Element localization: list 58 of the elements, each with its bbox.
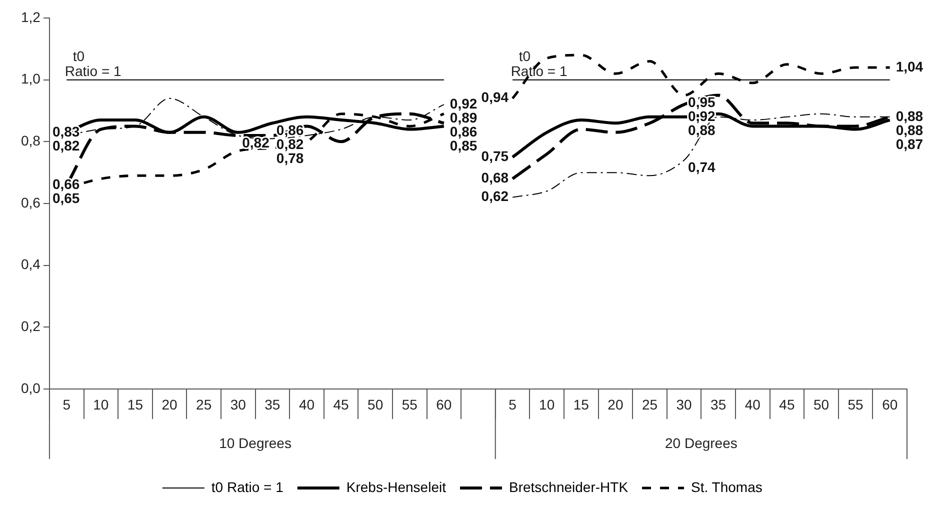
data-label: 0,74: [688, 159, 716, 176]
data-label: 0,87: [896, 136, 924, 152]
y-tick-label: 0,2: [20, 318, 41, 334]
data-label: 0,75: [481, 148, 509, 164]
text: 20 Degrees: [664, 434, 738, 451]
x-tick-label: 20: [162, 396, 178, 412]
data-label: 1,04: [896, 58, 924, 74]
legend-label: St. Thomas: [691, 478, 762, 495]
text: t0 Ratio = 1: [64, 48, 122, 79]
x-tick-label: 30: [230, 396, 246, 412]
x-tick-label: 15: [573, 396, 590, 412]
x-tick-label: 50: [813, 396, 830, 412]
x-tick-label: 40: [298, 396, 315, 412]
data-label: 0,62: [481, 188, 509, 204]
x-tick-label: 35: [264, 396, 280, 412]
x-tick-label: 45: [333, 396, 350, 412]
data-label: 0,82: [242, 134, 270, 150]
x-tick-label: 10: [93, 396, 109, 412]
x-tick-label: 5: [508, 396, 517, 412]
data-label: 0,94: [481, 89, 509, 106]
data-label: 0,68: [481, 170, 509, 186]
y-tick-label: 1,2: [20, 8, 41, 25]
x-tick-label: 25: [196, 396, 212, 412]
x-tick-label: 35: [710, 396, 726, 412]
x-tick-label: 25: [642, 396, 658, 412]
x-tick-label: 15: [127, 396, 144, 412]
x-tick-label: 45: [779, 396, 795, 412]
legend-label: Krebs-Henseleit: [346, 478, 446, 495]
x-tick-label: 20: [608, 396, 624, 412]
text: 10 Degrees: [219, 434, 292, 451]
x-tick-label: 30: [676, 396, 692, 412]
legend-label: Bretschneider-HTK: [508, 478, 629, 495]
x-tick-label: 55: [848, 396, 864, 412]
y-tick-label: 1,0: [20, 70, 41, 87]
data-label: 0,86: [450, 123, 478, 140]
x-tick-label: 60: [882, 396, 898, 412]
x-tick-label: 50: [368, 396, 384, 412]
text: t0 Ratio = 1: [510, 48, 568, 79]
y-tick-label: 0,0: [20, 380, 41, 396]
data-label: 0,65: [52, 190, 80, 206]
data-label: 0,88: [896, 108, 924, 124]
legend-label: t0 Ratio = 1: [211, 478, 284, 495]
y-tick-label: 0,4: [20, 256, 41, 272]
x-tick-label: 40: [744, 396, 761, 412]
data-label: 0,88: [688, 122, 716, 138]
y-tick-label: 0,8: [20, 132, 41, 149]
x-tick-label: 5: [62, 396, 71, 412]
data-label: 0,82: [52, 137, 80, 154]
data-label: 0,85: [450, 137, 478, 154]
data-label: 0,78: [276, 150, 304, 166]
y-tick-label: 0,6: [20, 194, 41, 210]
data-label: 0,92: [450, 95, 478, 112]
data-label: 0,88: [896, 122, 924, 138]
x-tick-label: 10: [539, 396, 555, 412]
x-tick-label: 60: [436, 396, 452, 412]
data-label: 0,89: [450, 109, 478, 126]
x-tick-label: 55: [402, 396, 418, 412]
data-label: 0,95: [688, 94, 716, 110]
